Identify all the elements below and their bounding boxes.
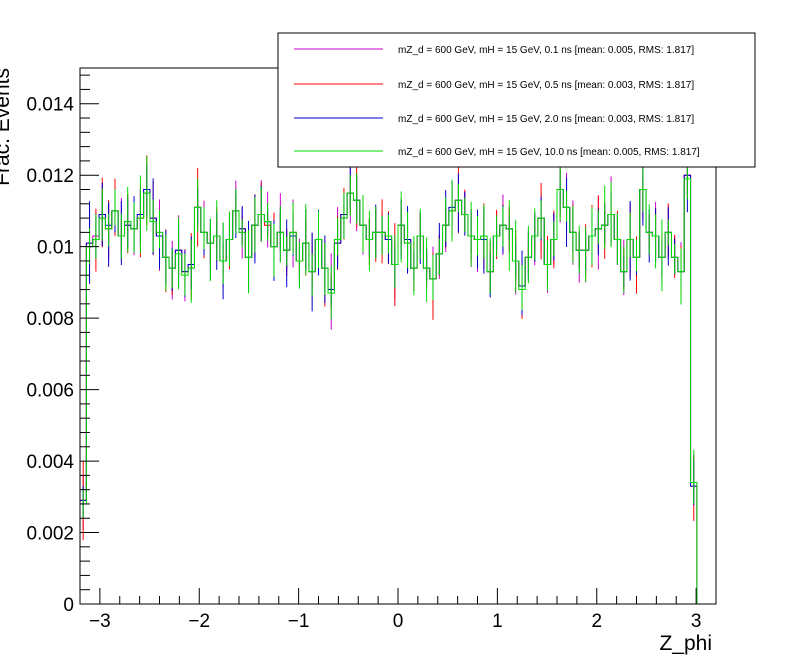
series-3 <box>79 152 716 605</box>
series-layer <box>79 142 716 605</box>
y-tick-label: 0.01 <box>37 238 74 259</box>
x-tick-label: 1 <box>492 611 503 632</box>
y-tick-label: 0.012 <box>26 166 74 187</box>
x-tick-label: 3 <box>691 611 702 632</box>
y-tick-label: 0.006 <box>26 381 74 402</box>
y-tick-label: 0.014 <box>26 95 74 116</box>
x-tick-label: 2 <box>591 611 602 632</box>
x-tick-label: 0 <box>393 611 404 632</box>
legend-entry: mZ_d = 600 GeV, mH = 15 GeV, 0.1 ns [mea… <box>398 45 694 56</box>
y-tick-label: 0.004 <box>26 452 74 473</box>
x-tick-label: −1 <box>288 611 310 632</box>
x-axis-title: Z_phi <box>659 632 712 655</box>
y-tick-label: 0.002 <box>26 524 74 545</box>
x-tick-label: −2 <box>188 611 210 632</box>
y-tick-label: 0 <box>63 595 74 616</box>
y-axis-title: Frac. Events <box>0 68 14 186</box>
legend-entry: mZ_d = 600 GeV, mH = 15 GeV, 0.5 ns [mea… <box>398 80 694 91</box>
legend-entry: mZ_d = 600 GeV, mH = 15 GeV, 2.0 ns [mea… <box>398 114 694 125</box>
legend-items: mZ_d = 600 GeV, mH = 15 GeV, 0.1 ns [mea… <box>294 45 700 158</box>
series-step-line <box>79 178 716 605</box>
ticks-layer: −3 −2 −1 0 1 2 3 0 0.002 0.004 0.006 0.008 0.01 0.012… <box>26 74 717 632</box>
x-tick-label: −3 <box>89 611 111 632</box>
legend-entry: mZ_d = 600 GeV, mH = 15 GeV, 10.0 ns [me… <box>398 147 700 158</box>
legend-box <box>277 32 756 168</box>
y-tick-label: 0.008 <box>26 309 74 330</box>
legend: mZ_d = 600 GeV, mH = 15 GeV, 0.1 ns [mea… <box>277 32 756 168</box>
